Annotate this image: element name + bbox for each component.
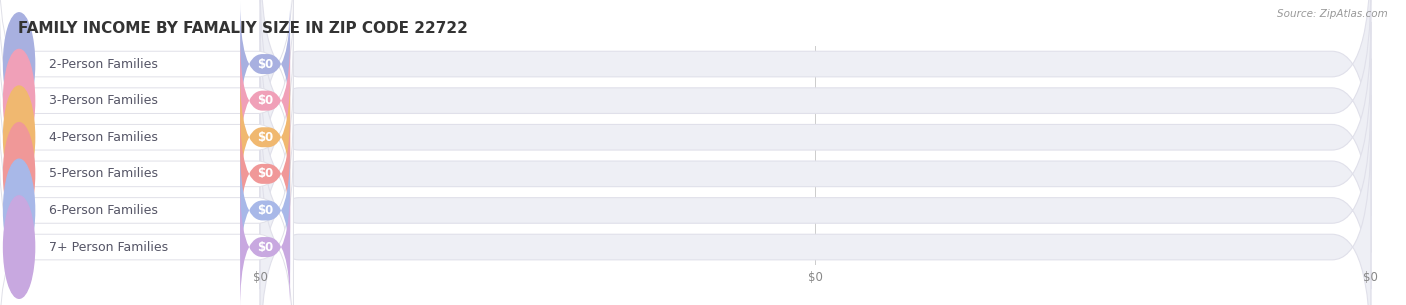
Text: 4-Person Families: 4-Person Families	[49, 131, 157, 144]
Circle shape	[4, 49, 35, 152]
Circle shape	[4, 159, 35, 262]
FancyBboxPatch shape	[0, 0, 294, 205]
Circle shape	[4, 196, 35, 298]
FancyBboxPatch shape	[240, 111, 290, 237]
FancyBboxPatch shape	[240, 74, 290, 200]
Circle shape	[4, 13, 35, 115]
FancyBboxPatch shape	[260, 59, 1371, 289]
Text: Source: ZipAtlas.com: Source: ZipAtlas.com	[1277, 9, 1388, 19]
Text: 3-Person Families: 3-Person Families	[49, 94, 157, 107]
FancyBboxPatch shape	[240, 1, 290, 127]
FancyBboxPatch shape	[260, 0, 1371, 216]
FancyBboxPatch shape	[240, 147, 290, 274]
Text: 7+ Person Families: 7+ Person Families	[49, 241, 169, 253]
FancyBboxPatch shape	[0, 70, 294, 278]
FancyBboxPatch shape	[240, 38, 290, 164]
FancyBboxPatch shape	[0, 0, 294, 168]
Circle shape	[4, 86, 35, 188]
FancyBboxPatch shape	[0, 33, 294, 242]
Text: FAMILY INCOME BY FAMALIY SIZE IN ZIP CODE 22722: FAMILY INCOME BY FAMALIY SIZE IN ZIP COD…	[18, 21, 468, 36]
FancyBboxPatch shape	[260, 132, 1371, 305]
Text: $0: $0	[257, 58, 273, 70]
Text: 5-Person Families: 5-Person Families	[49, 167, 157, 180]
Text: 2-Person Families: 2-Person Families	[49, 58, 157, 70]
FancyBboxPatch shape	[260, 95, 1371, 305]
FancyBboxPatch shape	[0, 106, 294, 305]
Text: 6-Person Families: 6-Person Families	[49, 204, 157, 217]
FancyBboxPatch shape	[260, 22, 1371, 253]
Text: $0: $0	[257, 167, 273, 180]
FancyBboxPatch shape	[240, 184, 290, 305]
Text: $0: $0	[257, 241, 273, 253]
Text: $0: $0	[257, 131, 273, 144]
Text: $0: $0	[257, 94, 273, 107]
FancyBboxPatch shape	[0, 143, 294, 305]
Circle shape	[4, 123, 35, 225]
Text: $0: $0	[257, 204, 273, 217]
FancyBboxPatch shape	[260, 0, 1371, 179]
